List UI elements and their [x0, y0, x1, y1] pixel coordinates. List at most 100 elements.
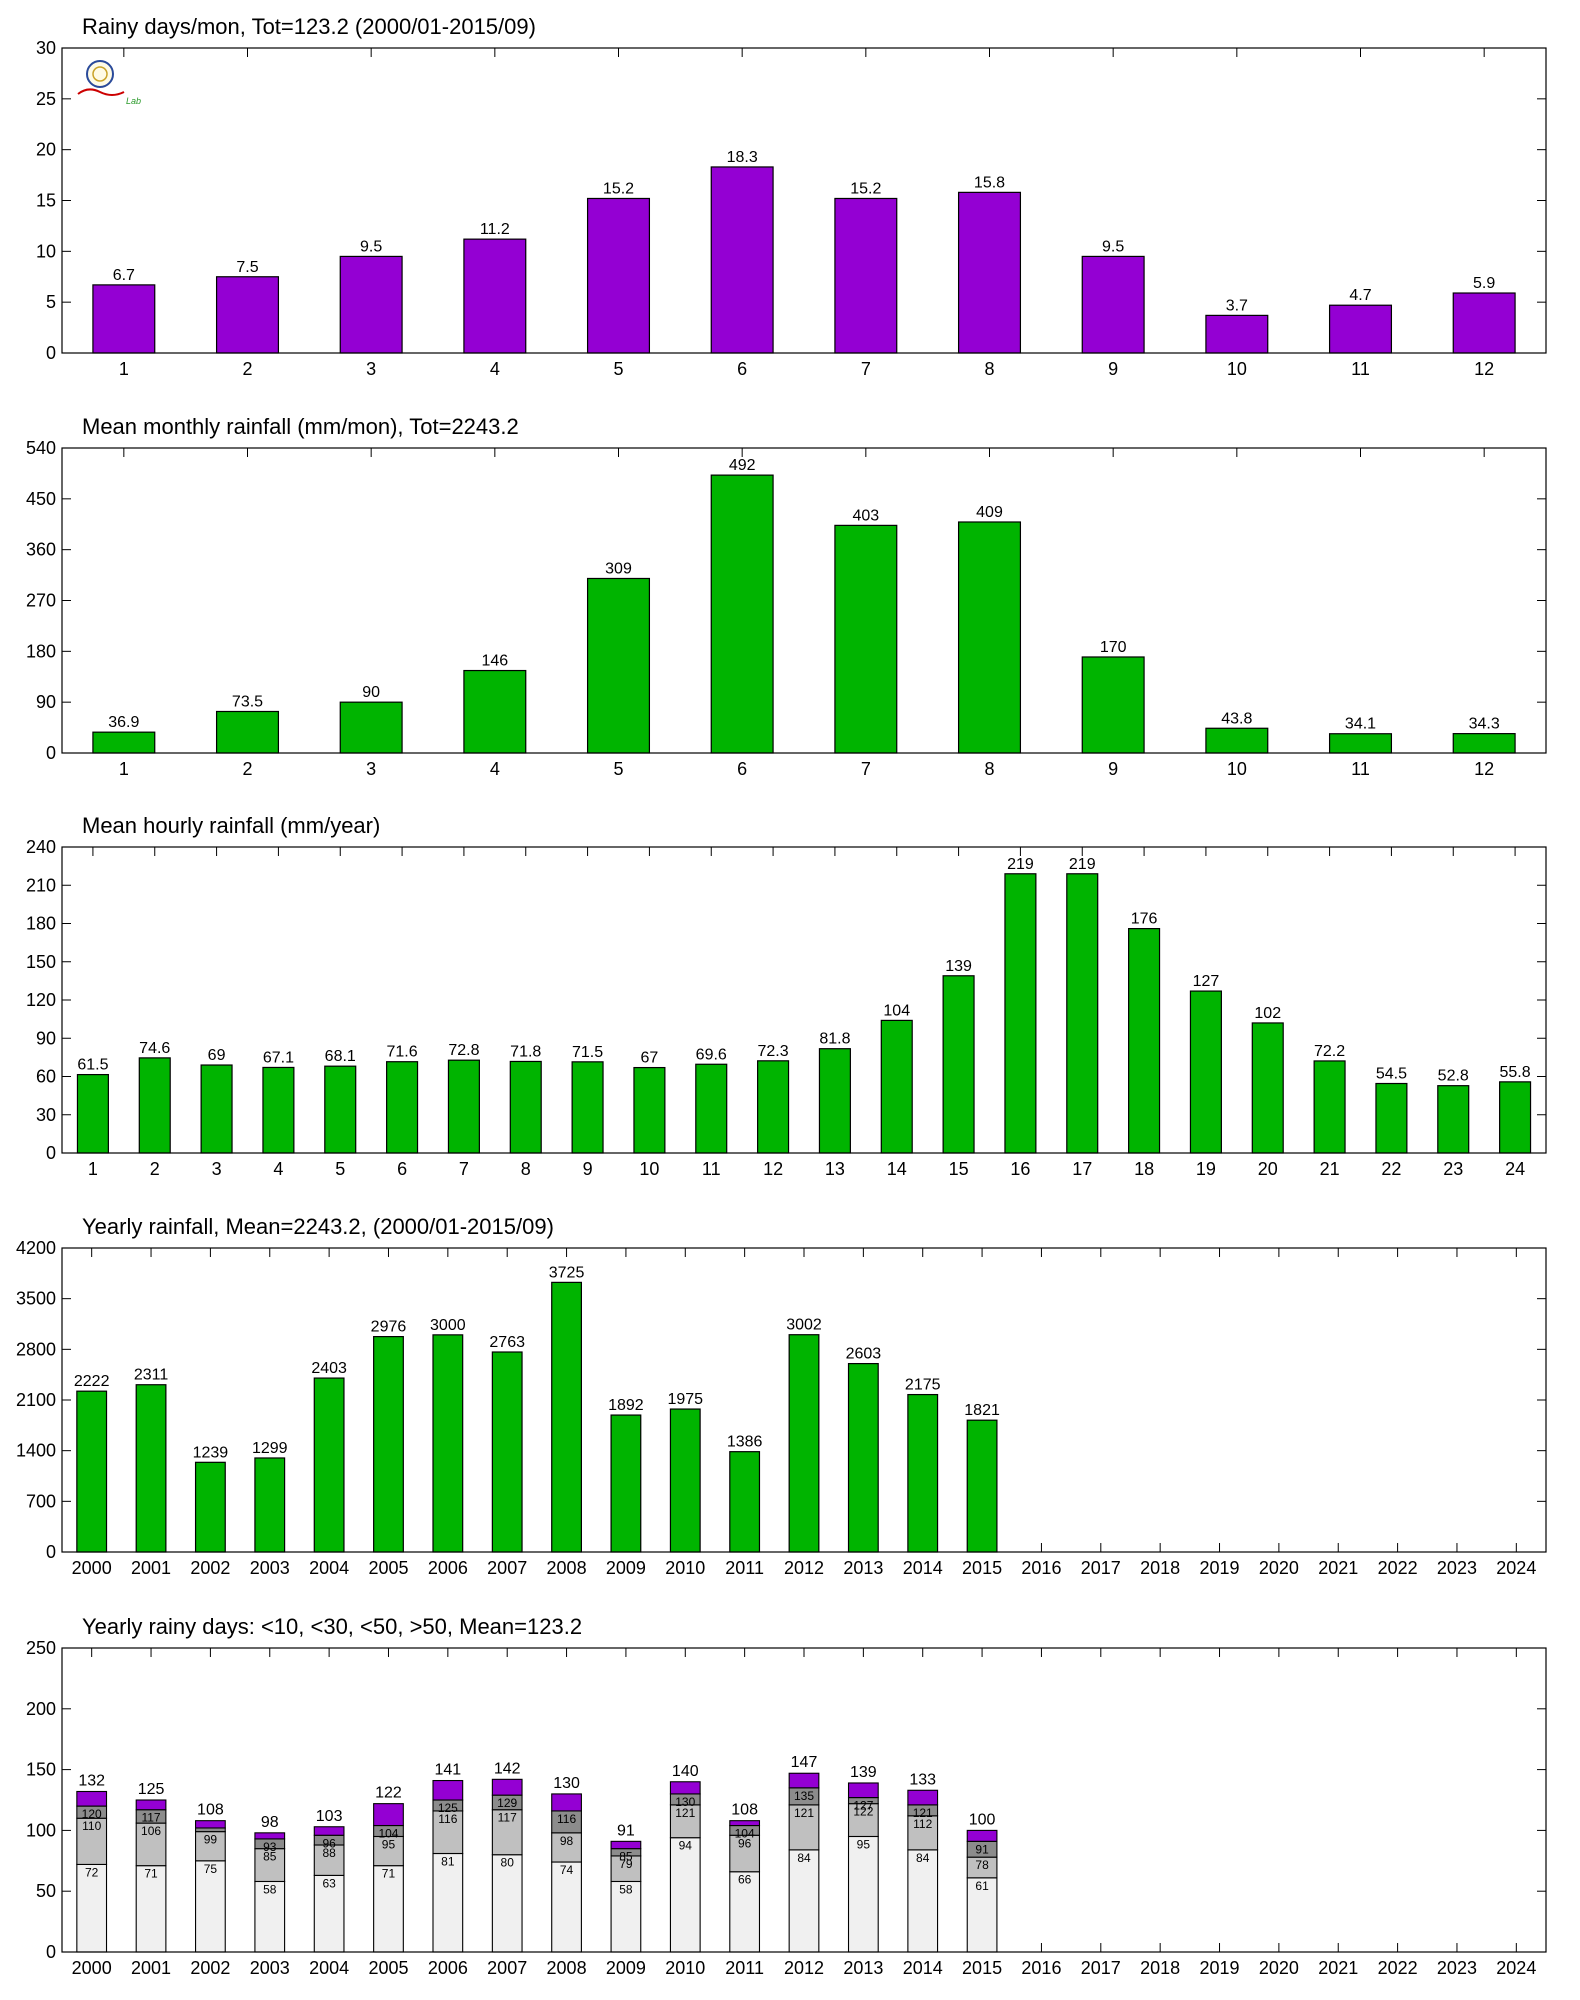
segment-label: 121 — [675, 1806, 695, 1820]
y-tick-label: 180 — [26, 641, 56, 661]
bar — [847, 1362, 879, 1553]
bar — [215, 276, 280, 354]
x-tick-label: 6 — [737, 759, 747, 779]
bar-value-label: 104 — [883, 1002, 910, 1019]
x-tick-label: 15 — [949, 1159, 969, 1179]
plot-frame — [61, 1647, 1547, 1953]
bar-total-label: 100 — [969, 1811, 996, 1828]
x-tick-label: 24 — [1505, 1159, 1525, 1179]
y-tick-label: 10 — [36, 241, 56, 261]
bar-value-label: 52.8 — [1438, 1068, 1469, 1085]
stacked-segment — [669, 1837, 701, 1953]
x-tick-label: 2003 — [250, 1558, 290, 1578]
x-tick-label: 2 — [242, 359, 252, 379]
segment-label: 66 — [738, 1873, 752, 1887]
x-tick-label: 2004 — [309, 1558, 349, 1578]
x-tick-label: 2009 — [606, 1558, 646, 1578]
x-tick-label: 2023 — [1437, 1558, 1477, 1578]
bar-total-label: 142 — [494, 1760, 521, 1777]
segment-label: 91 — [975, 1842, 989, 1856]
x-tick-label: 2022 — [1378, 1558, 1418, 1578]
segment-label: 104 — [378, 1827, 398, 1841]
plot-frame — [61, 846, 1547, 1154]
bar-total-label: 140 — [672, 1763, 699, 1780]
bar-total-label: 122 — [375, 1785, 402, 1802]
x-tick-label: 6 — [737, 359, 747, 379]
bar — [586, 197, 651, 354]
x-tick-label: 2017 — [1081, 1558, 1121, 1578]
x-tick-label: 2001 — [131, 1958, 171, 1978]
segment-label: 110 — [82, 1819, 101, 1833]
x-tick-label: 2014 — [903, 1958, 943, 1978]
bar — [215, 710, 280, 754]
x-tick-label: 1 — [119, 759, 129, 779]
bar — [339, 701, 403, 754]
x-tick-label: 2012 — [784, 1958, 824, 1978]
bar-value-label: 74.6 — [139, 1040, 170, 1057]
y-tick-label: 90 — [36, 692, 56, 712]
bar — [942, 975, 975, 1154]
bar-value-label: 2175 — [905, 1377, 941, 1394]
stacked-segment — [907, 1815, 939, 1851]
stacked-segment — [847, 1803, 879, 1838]
stacked-segment — [135, 1822, 167, 1867]
segment-label: 72 — [85, 1865, 99, 1879]
x-tick-label: 8 — [521, 1159, 531, 1179]
bar-value-label: 71.6 — [387, 1044, 418, 1061]
bar — [1313, 1060, 1346, 1154]
plot-frame — [61, 1247, 1547, 1553]
x-tick-label: 12 — [1474, 759, 1494, 779]
bar — [432, 1334, 464, 1553]
stacked-segment — [254, 1832, 286, 1840]
bar-value-label: 11.2 — [480, 221, 510, 238]
bar-value-label: 1239 — [193, 1444, 229, 1461]
bar-value-label: 73.5 — [232, 693, 263, 710]
bar — [262, 1066, 295, 1154]
x-tick-label: 4 — [490, 359, 500, 379]
bar-value-label: 72.3 — [758, 1043, 789, 1060]
bar-value-label: 2403 — [311, 1360, 347, 1377]
bar-value-label: 15.2 — [850, 180, 881, 197]
x-tick-label: 2013 — [843, 1958, 883, 1978]
y-tick-label: 150 — [26, 952, 56, 972]
bar — [1437, 1085, 1470, 1154]
x-tick-label: 10 — [1227, 359, 1247, 379]
stacked-segment — [491, 1778, 523, 1796]
x-tick-label: 2021 — [1318, 1558, 1358, 1578]
bar-value-label: 403 — [852, 507, 879, 524]
stacked-segment — [195, 1820, 226, 1829]
bar-value-label: 15.2 — [603, 180, 634, 197]
x-tick-label: 10 — [639, 1159, 659, 1179]
bar — [907, 1393, 939, 1553]
x-tick-label: 2020 — [1259, 1558, 1299, 1578]
x-tick-label: 21 — [1320, 1159, 1340, 1179]
x-tick-label: 7 — [459, 1159, 469, 1179]
segment-label: 129 — [497, 1796, 517, 1810]
stacked-segment — [907, 1789, 939, 1806]
bar — [138, 1057, 171, 1154]
bar — [586, 577, 651, 754]
segment-label: 122 — [853, 1805, 873, 1819]
segment-label: 78 — [975, 1858, 989, 1872]
stacked-segment — [373, 1835, 404, 1867]
bar — [551, 1281, 582, 1553]
bar-value-label: 1386 — [727, 1434, 763, 1451]
stacked-segment — [254, 1848, 286, 1883]
x-tick-label: 2024 — [1496, 1958, 1536, 1978]
stacked-segment — [432, 1810, 464, 1855]
bar-total-label: 91 — [617, 1822, 635, 1839]
bar-value-label: 54.5 — [1376, 1066, 1407, 1083]
x-tick-label: 2022 — [1378, 1958, 1418, 1978]
x-tick-label: 2 — [242, 759, 252, 779]
y-tick-label: 240 — [26, 837, 56, 857]
stacked-segment — [76, 1863, 108, 1953]
x-tick-label: 2018 — [1140, 1558, 1180, 1578]
bar-total-label: 147 — [791, 1754, 818, 1771]
bar — [339, 255, 403, 354]
bar — [880, 1019, 913, 1154]
x-tick-label: 20 — [1258, 1159, 1278, 1179]
x-tick-label: 17 — [1072, 1159, 1092, 1179]
bar-value-label: 15.8 — [974, 174, 1005, 191]
y-tick-label: 4200 — [16, 1238, 56, 1258]
x-tick-label: 2000 — [72, 1558, 112, 1578]
